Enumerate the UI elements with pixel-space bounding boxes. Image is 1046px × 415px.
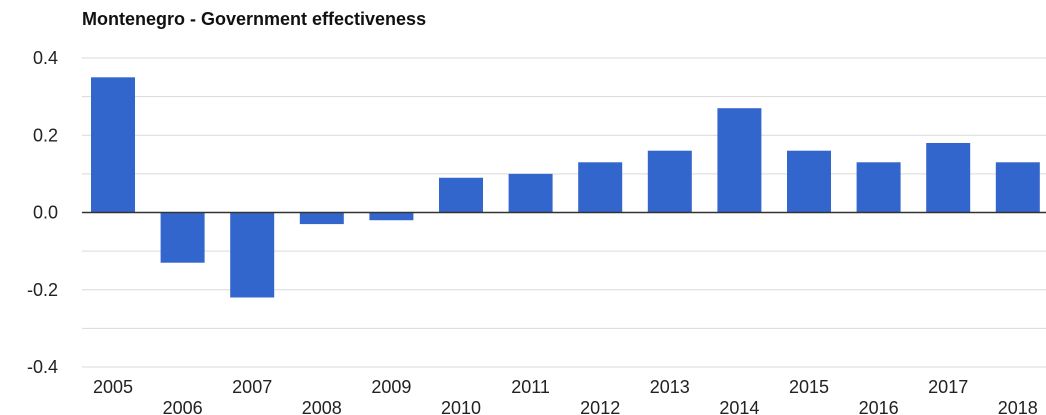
x-tick-label-2013: 2013 bbox=[650, 377, 690, 397]
x-tick-label-2014: 2014 bbox=[719, 398, 759, 415]
bar-2008 bbox=[299, 212, 344, 225]
bars bbox=[91, 77, 1040, 298]
x-tick-label-2016: 2016 bbox=[859, 398, 899, 415]
bar-2016 bbox=[856, 162, 901, 213]
y-tick-label: 0.0 bbox=[33, 203, 58, 223]
x-tick-label-2008: 2008 bbox=[302, 398, 342, 415]
bar-2010 bbox=[439, 177, 483, 213]
bar-2007 bbox=[230, 212, 275, 298]
bar-2013 bbox=[647, 150, 692, 213]
y-tick-label: -0.2 bbox=[27, 280, 58, 300]
x-tick-label-2017: 2017 bbox=[928, 377, 968, 397]
bar-2018 bbox=[995, 162, 1040, 213]
x-tick-label-2015: 2015 bbox=[789, 377, 829, 397]
y-tick-label: -0.4 bbox=[27, 357, 58, 377]
chart-title: Montenegro - Government effectiveness bbox=[82, 9, 427, 29]
bar-2017 bbox=[926, 142, 971, 213]
bar-2012 bbox=[578, 162, 623, 213]
x-tick-label-2011: 2011 bbox=[511, 377, 550, 397]
x-tick-label-2012: 2012 bbox=[580, 398, 620, 415]
bar-2011 bbox=[508, 173, 553, 213]
x-tick-label-2006: 2006 bbox=[163, 398, 203, 415]
x-tick-label-2009: 2009 bbox=[371, 377, 411, 397]
grid-lines bbox=[82, 57, 1046, 368]
bar-2014 bbox=[717, 108, 762, 213]
x-tick-label-2018: 2018 bbox=[998, 398, 1038, 415]
y-axis-ticks: 0.4 0.2 0.0 -0.2 -0.4 bbox=[27, 48, 58, 377]
y-tick-label: 0.4 bbox=[33, 48, 58, 68]
bar-2015 bbox=[787, 150, 831, 213]
x-tick-label-2007: 2007 bbox=[232, 377, 272, 397]
x-tick-label-2005: 2005 bbox=[93, 377, 133, 397]
y-tick-label: 0.2 bbox=[33, 125, 58, 145]
bar-2009 bbox=[369, 212, 414, 221]
x-axis-ticks: 2005 2006 2007 2008 2009 2010 2011 2012 2013 2014… bbox=[93, 377, 1038, 415]
bar-2005 bbox=[91, 77, 135, 213]
bar-2006 bbox=[160, 212, 205, 263]
x-tick-label-2010: 2010 bbox=[441, 398, 481, 415]
